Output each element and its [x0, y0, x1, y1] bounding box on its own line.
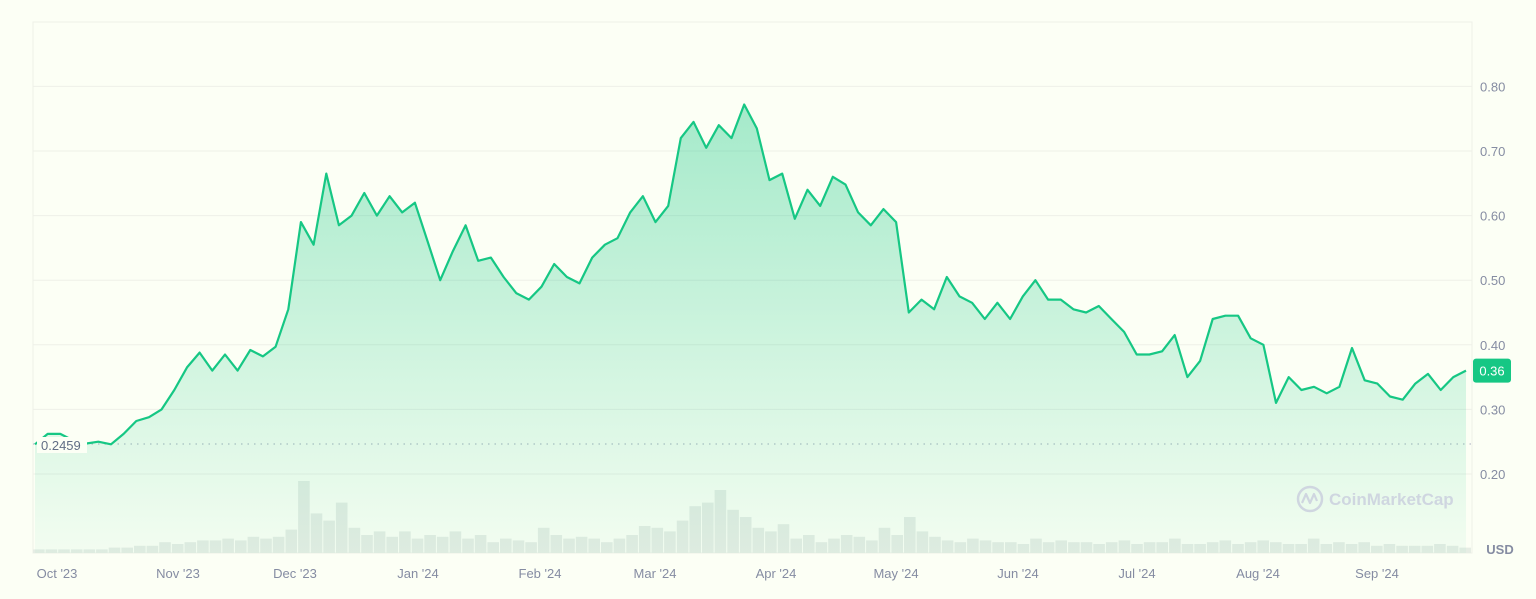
coinmarketcap-logo-icon: [1296, 485, 1324, 513]
x-axis: Oct '23 Nov '23 Dec '23 Jan '24 Feb '24 Mar '…: [37, 566, 1399, 581]
x-tick-label: Jan '24: [397, 566, 439, 581]
y-tick-label: 0.40: [1480, 338, 1505, 353]
x-tick-label: Jul '24: [1118, 566, 1155, 581]
y-tick-label: 0.70: [1480, 144, 1505, 159]
x-tick-label: Mar '24: [634, 566, 677, 581]
y-tick-label: 0.50: [1480, 273, 1505, 288]
y-tick-label: 0.20: [1480, 467, 1505, 482]
x-tick-label: Sep '24: [1355, 566, 1399, 581]
price-area-fill: [35, 104, 1466, 553]
x-tick-label: Apr '24: [756, 566, 797, 581]
y-tick-label: 0.30: [1480, 402, 1505, 417]
x-tick-label: Oct '23: [37, 566, 78, 581]
x-tick-label: Dec '23: [273, 566, 317, 581]
y-tick-label: 0.60: [1480, 209, 1505, 224]
x-tick-label: Feb '24: [519, 566, 562, 581]
baseline-label: 0.2459: [41, 438, 81, 453]
x-tick-label: Nov '23: [156, 566, 200, 581]
x-tick-label: May '24: [873, 566, 918, 581]
coinmarketcap-watermark: CoinMarketCap: [1296, 485, 1454, 513]
y-axis: 0.80 0.70 0.60 0.50 0.40 0.30 0.20: [1480, 79, 1505, 482]
watermark-text: CoinMarketCap: [1329, 490, 1454, 509]
baseline-label-bg: [37, 437, 87, 453]
y-tick-label: 0.80: [1480, 79, 1505, 94]
current-price-tag: 0.36: [1473, 358, 1511, 383]
current-price-label: 0.36: [1479, 364, 1504, 379]
currency-unit-label: USD: [1486, 542, 1513, 557]
price-line[interactable]: [34, 103, 1467, 446]
x-tick-label: Aug '24: [1236, 566, 1280, 581]
x-tick-label: Jun '24: [997, 566, 1039, 581]
